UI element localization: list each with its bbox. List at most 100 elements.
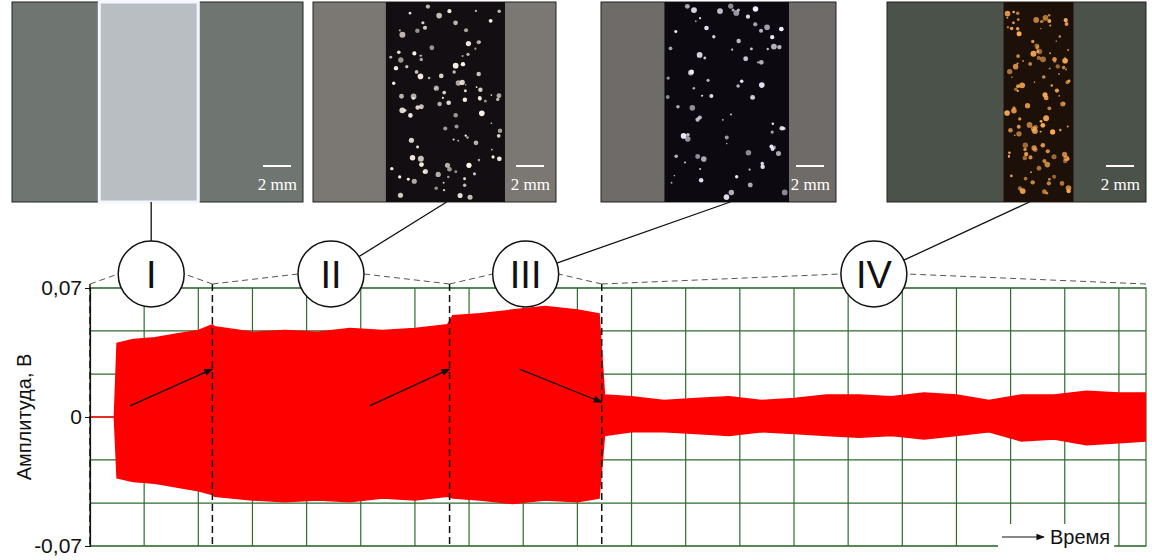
y-axis-line: [85, 289, 91, 547]
photo-speck: [690, 105, 696, 111]
photo-speck: [442, 91, 446, 95]
photo-speck: [701, 156, 707, 162]
photo-speck: [423, 169, 428, 174]
photo-speck: [1007, 26, 1009, 28]
photo-speck: [746, 15, 750, 19]
photo-speck: [1031, 40, 1034, 43]
photo-speck: [1019, 82, 1025, 88]
photo-band-edge: [99, 2, 198, 202]
photo-speck: [461, 55, 463, 57]
photo-speck: [1023, 148, 1027, 152]
photo-speck: [1033, 147, 1038, 152]
photo-speck: [1065, 22, 1069, 26]
photo-speck: [398, 193, 403, 198]
x-axis-title-group: Время: [998, 524, 1114, 550]
x-axis-title-patch: [998, 524, 1114, 550]
photo-background: [12, 2, 303, 202]
photo-speck: [478, 96, 482, 100]
stage-boundary: [449, 284, 451, 546]
photo-speck: [473, 172, 476, 175]
photo-speck: [676, 105, 680, 109]
photo-speck: [689, 70, 694, 75]
photo-speck: [443, 189, 445, 191]
photo-speck: [674, 175, 676, 177]
photo-speck: [463, 177, 466, 180]
photo-speck: [736, 39, 740, 43]
photo-speck: [429, 45, 434, 50]
stage-bracket: [212, 274, 298, 284]
photo-speck: [666, 95, 670, 99]
photo-speck: [782, 190, 788, 196]
photo-band: [1004, 2, 1074, 202]
photo-speck: [1017, 90, 1019, 92]
stage-label: II: [320, 254, 341, 296]
photo-speck: [1034, 81, 1036, 83]
scale-label: 2 mm: [511, 175, 550, 194]
photo-speck: [1063, 159, 1067, 163]
scale-label: 2 mm: [258, 175, 297, 194]
photo-speck: [779, 27, 784, 32]
photo-speck: [1048, 14, 1050, 16]
photo-speck: [695, 118, 699, 122]
photo-leader: [151, 202, 152, 241]
stage-arrow: [130, 369, 212, 406]
stage-bracket: [364, 274, 450, 284]
photo-speck: [669, 47, 673, 51]
photo-speck: [1037, 49, 1042, 54]
photo-speck: [1006, 17, 1008, 19]
stage-bracket: [559, 274, 602, 284]
photo-speck: [1025, 103, 1030, 108]
photo-speck: [398, 175, 401, 178]
y-tick: 0: [70, 405, 90, 428]
grid-line-y: [90, 502, 1146, 503]
photo-speck: [398, 57, 403, 62]
photo-speck: [699, 168, 701, 170]
data-layer: [90, 306, 1146, 503]
photo-speck: [419, 162, 424, 167]
photo-speck: [397, 50, 401, 54]
photo-speck: [420, 58, 423, 61]
photo-speck: [753, 22, 757, 26]
photo-speck: [392, 82, 395, 85]
photo-speck: [764, 24, 770, 30]
photo-speck: [1041, 143, 1046, 148]
photo-speck: [782, 127, 786, 131]
photo-speck: [1051, 84, 1053, 86]
photo-background: [601, 2, 836, 202]
photo-speck: [496, 98, 499, 101]
photo-speck: [674, 154, 678, 158]
photo-speck: [389, 56, 392, 59]
photo-speck: [1013, 64, 1019, 70]
photo-speck: [736, 84, 740, 88]
photo-speck: [1059, 35, 1061, 37]
photo-speck: [1040, 123, 1045, 128]
photo-speck: [1016, 84, 1020, 88]
photo-speck: [466, 163, 471, 168]
photo-speck: [411, 94, 417, 100]
photo-speck: [434, 86, 439, 91]
y-axis: 0,070-0,07: [34, 276, 90, 557]
photo-speck: [1065, 69, 1067, 71]
photo-speck: [461, 62, 465, 66]
photo-speck: [453, 138, 455, 140]
stage-bracket: [907, 274, 1146, 284]
photo-speck: [466, 53, 469, 56]
photo-speck: [404, 109, 407, 112]
photo-speck: [1056, 64, 1060, 68]
stage-label: I: [146, 254, 157, 296]
photo-speck: [454, 170, 457, 173]
photo-speck: [434, 186, 437, 189]
photo-speck: [410, 155, 415, 160]
photo-band: [664, 2, 789, 202]
photo-speck: [498, 128, 503, 133]
stages: IIIIIIIV: [90, 202, 1146, 546]
photo-speck: [1064, 18, 1068, 22]
photo-speck: [1066, 185, 1072, 191]
photo-speck: [412, 179, 417, 184]
photo-speck: [443, 182, 445, 184]
photo-speck: [464, 28, 468, 32]
photo-speck: [443, 126, 447, 130]
photo-speck: [1068, 80, 1071, 83]
photo-speck: [1017, 18, 1020, 21]
photo-speck: [1005, 11, 1011, 17]
